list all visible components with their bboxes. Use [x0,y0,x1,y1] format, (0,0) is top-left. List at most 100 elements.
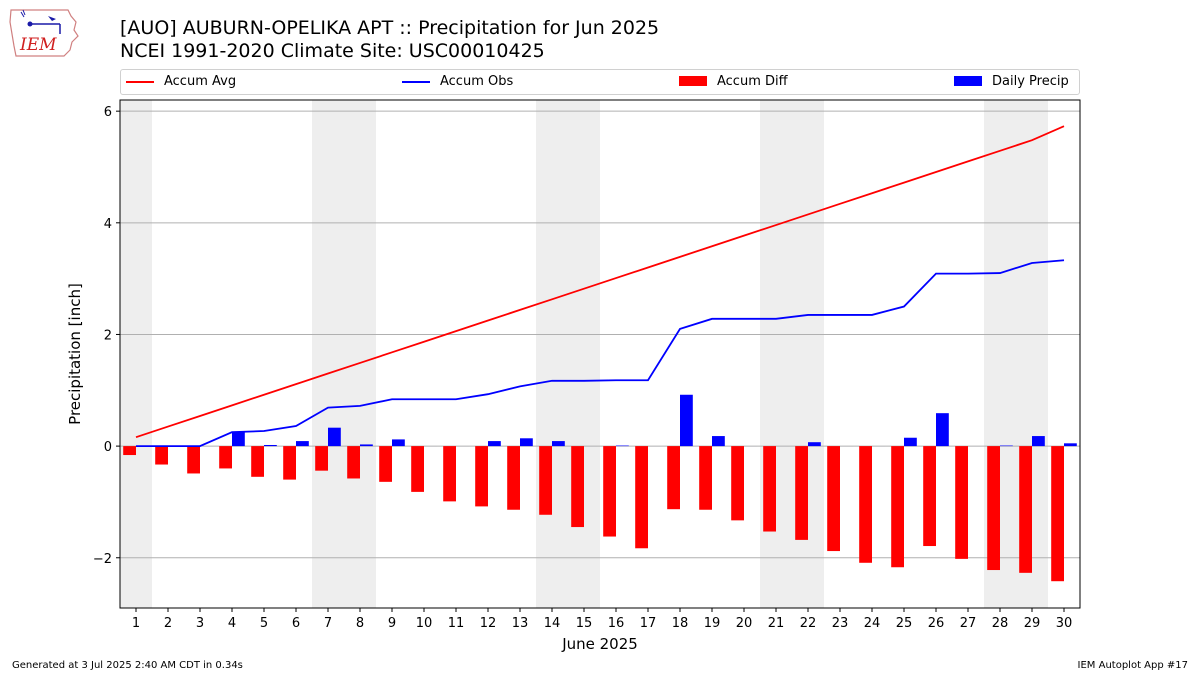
x-tick-label: 18 [672,616,689,631]
weekend-band [536,100,600,608]
y-tick-label: 2 [104,328,112,343]
bar-accum-diff [1051,446,1064,582]
bar-accum-diff [411,446,424,492]
bar-daily-precip [296,441,309,447]
bar-accum-diff [443,446,456,502]
bar-daily-precip [616,445,629,447]
legend-label: Accum Obs [440,74,514,89]
x-tick-label: 21 [768,616,785,631]
bars [123,394,1077,582]
x-tick-label: 17 [640,616,657,631]
bar-accum-diff [955,446,968,559]
bar-accum-diff [251,446,264,477]
x-tick-label: 19 [704,616,721,631]
x-tick-label: 20 [736,616,753,631]
bar-daily-precip [808,442,821,447]
y-axis-label: Precipitation [inch] [66,283,84,425]
legend-label: Daily Precip [992,74,1069,89]
x-tick-label: 6 [292,616,300,631]
bar-accum-diff [667,446,680,510]
axis-ticks: 1 2 3 4 5 6 7 8 9 10 11 12 13 14 15 16 17 18 19 20 21 22 23 24 2… [93,105,1072,631]
x-tick-label: 16 [608,616,625,631]
x-tick-label: 25 [896,616,913,631]
x-tick-label: 3 [196,616,204,631]
bar-daily-precip [232,432,245,447]
x-tick-label: 15 [576,616,593,631]
bar-accum-diff [187,446,200,474]
bar-accum-diff [635,446,648,549]
bar-daily-precip [264,444,277,447]
iem-logo: IEM [8,6,80,58]
x-tick-label: 7 [324,616,332,631]
bar-accum-diff [123,446,136,456]
weekend-band [120,100,152,608]
bar-daily-precip [712,436,725,447]
bar-daily-precip [392,439,405,447]
x-tick-label: 4 [228,616,236,631]
series-lines [135,125,1065,448]
bar-daily-precip [360,444,373,447]
y-tick-label: −2 [93,552,112,567]
x-tick-label: 8 [356,616,364,631]
chart-title: [AUO] AUBURN-OPELIKA APT :: Precipitatio… [120,17,660,39]
x-tick-label: 5 [260,616,268,631]
line-accum-avg [135,125,1065,439]
bar-accum-diff [603,446,616,537]
x-tick-label: 28 [992,616,1009,631]
grid-lines [120,110,1080,559]
chart-subtitle: NCEI 1991-2020 Climate Site: USC00010425 [120,40,545,62]
bar-daily-precip [520,438,533,447]
legend-label: Accum Diff [717,74,788,89]
logo-text: IEM [19,35,57,55]
bar-daily-precip [936,413,949,447]
x-tick-label: 11 [448,616,465,631]
bar-daily-precip [1032,436,1045,447]
bar-accum-diff [155,446,168,465]
bar-accum-diff [539,446,552,515]
bar-accum-diff [731,446,744,521]
x-tick-label: 2 [164,616,172,631]
x-tick-label: 23 [832,616,849,631]
y-tick-label: 0 [104,440,112,455]
bar-accum-diff [923,446,936,547]
footer-generated: Generated at 3 Jul 2025 2:40 AM CDT in 0… [12,660,243,671]
legend-swatch [126,81,154,83]
x-tick-label: 26 [928,616,945,631]
legend-label: Accum Avg [164,74,237,89]
bar-accum-diff [891,446,904,568]
x-tick-label: 12 [480,616,497,631]
bar-daily-precip [1000,445,1013,447]
bar-accum-diff [859,446,872,563]
weekend-band [760,100,824,608]
bar-accum-diff [219,446,232,469]
bar-daily-precip [328,427,341,447]
x-tick-label: 10 [416,616,433,631]
x-tick-label: 27 [960,616,977,631]
legend: Accum Avg Accum Obs Accum Diff Daily Pre… [120,69,1080,95]
line-accum-obs [136,259,1065,448]
x-tick-label: 9 [388,616,396,631]
bar-accum-diff [795,446,808,540]
bar-accum-diff [315,446,328,471]
bar-accum-diff [507,446,520,510]
legend-swatch [954,76,982,86]
y-tick-label: 6 [104,105,112,120]
bar-accum-diff [1019,446,1032,573]
y-tick-label: 4 [104,217,112,232]
x-tick-label: 29 [1024,616,1041,631]
legend-swatch [402,81,430,83]
bar-daily-precip [1064,443,1077,447]
x-tick-label: 13 [512,616,529,631]
bar-accum-diff [283,446,296,480]
bar-daily-precip [904,437,917,447]
plot-frame [119,99,1081,609]
bar-accum-diff [571,446,584,528]
bar-accum-diff [987,446,1000,571]
weekend-shading [120,100,1048,608]
bar-daily-precip [680,394,693,447]
bar-accum-diff [763,446,776,532]
iowa-outline-icon: IEM [9,9,79,57]
bar-accum-diff [827,446,840,552]
legend-swatch [679,76,707,86]
